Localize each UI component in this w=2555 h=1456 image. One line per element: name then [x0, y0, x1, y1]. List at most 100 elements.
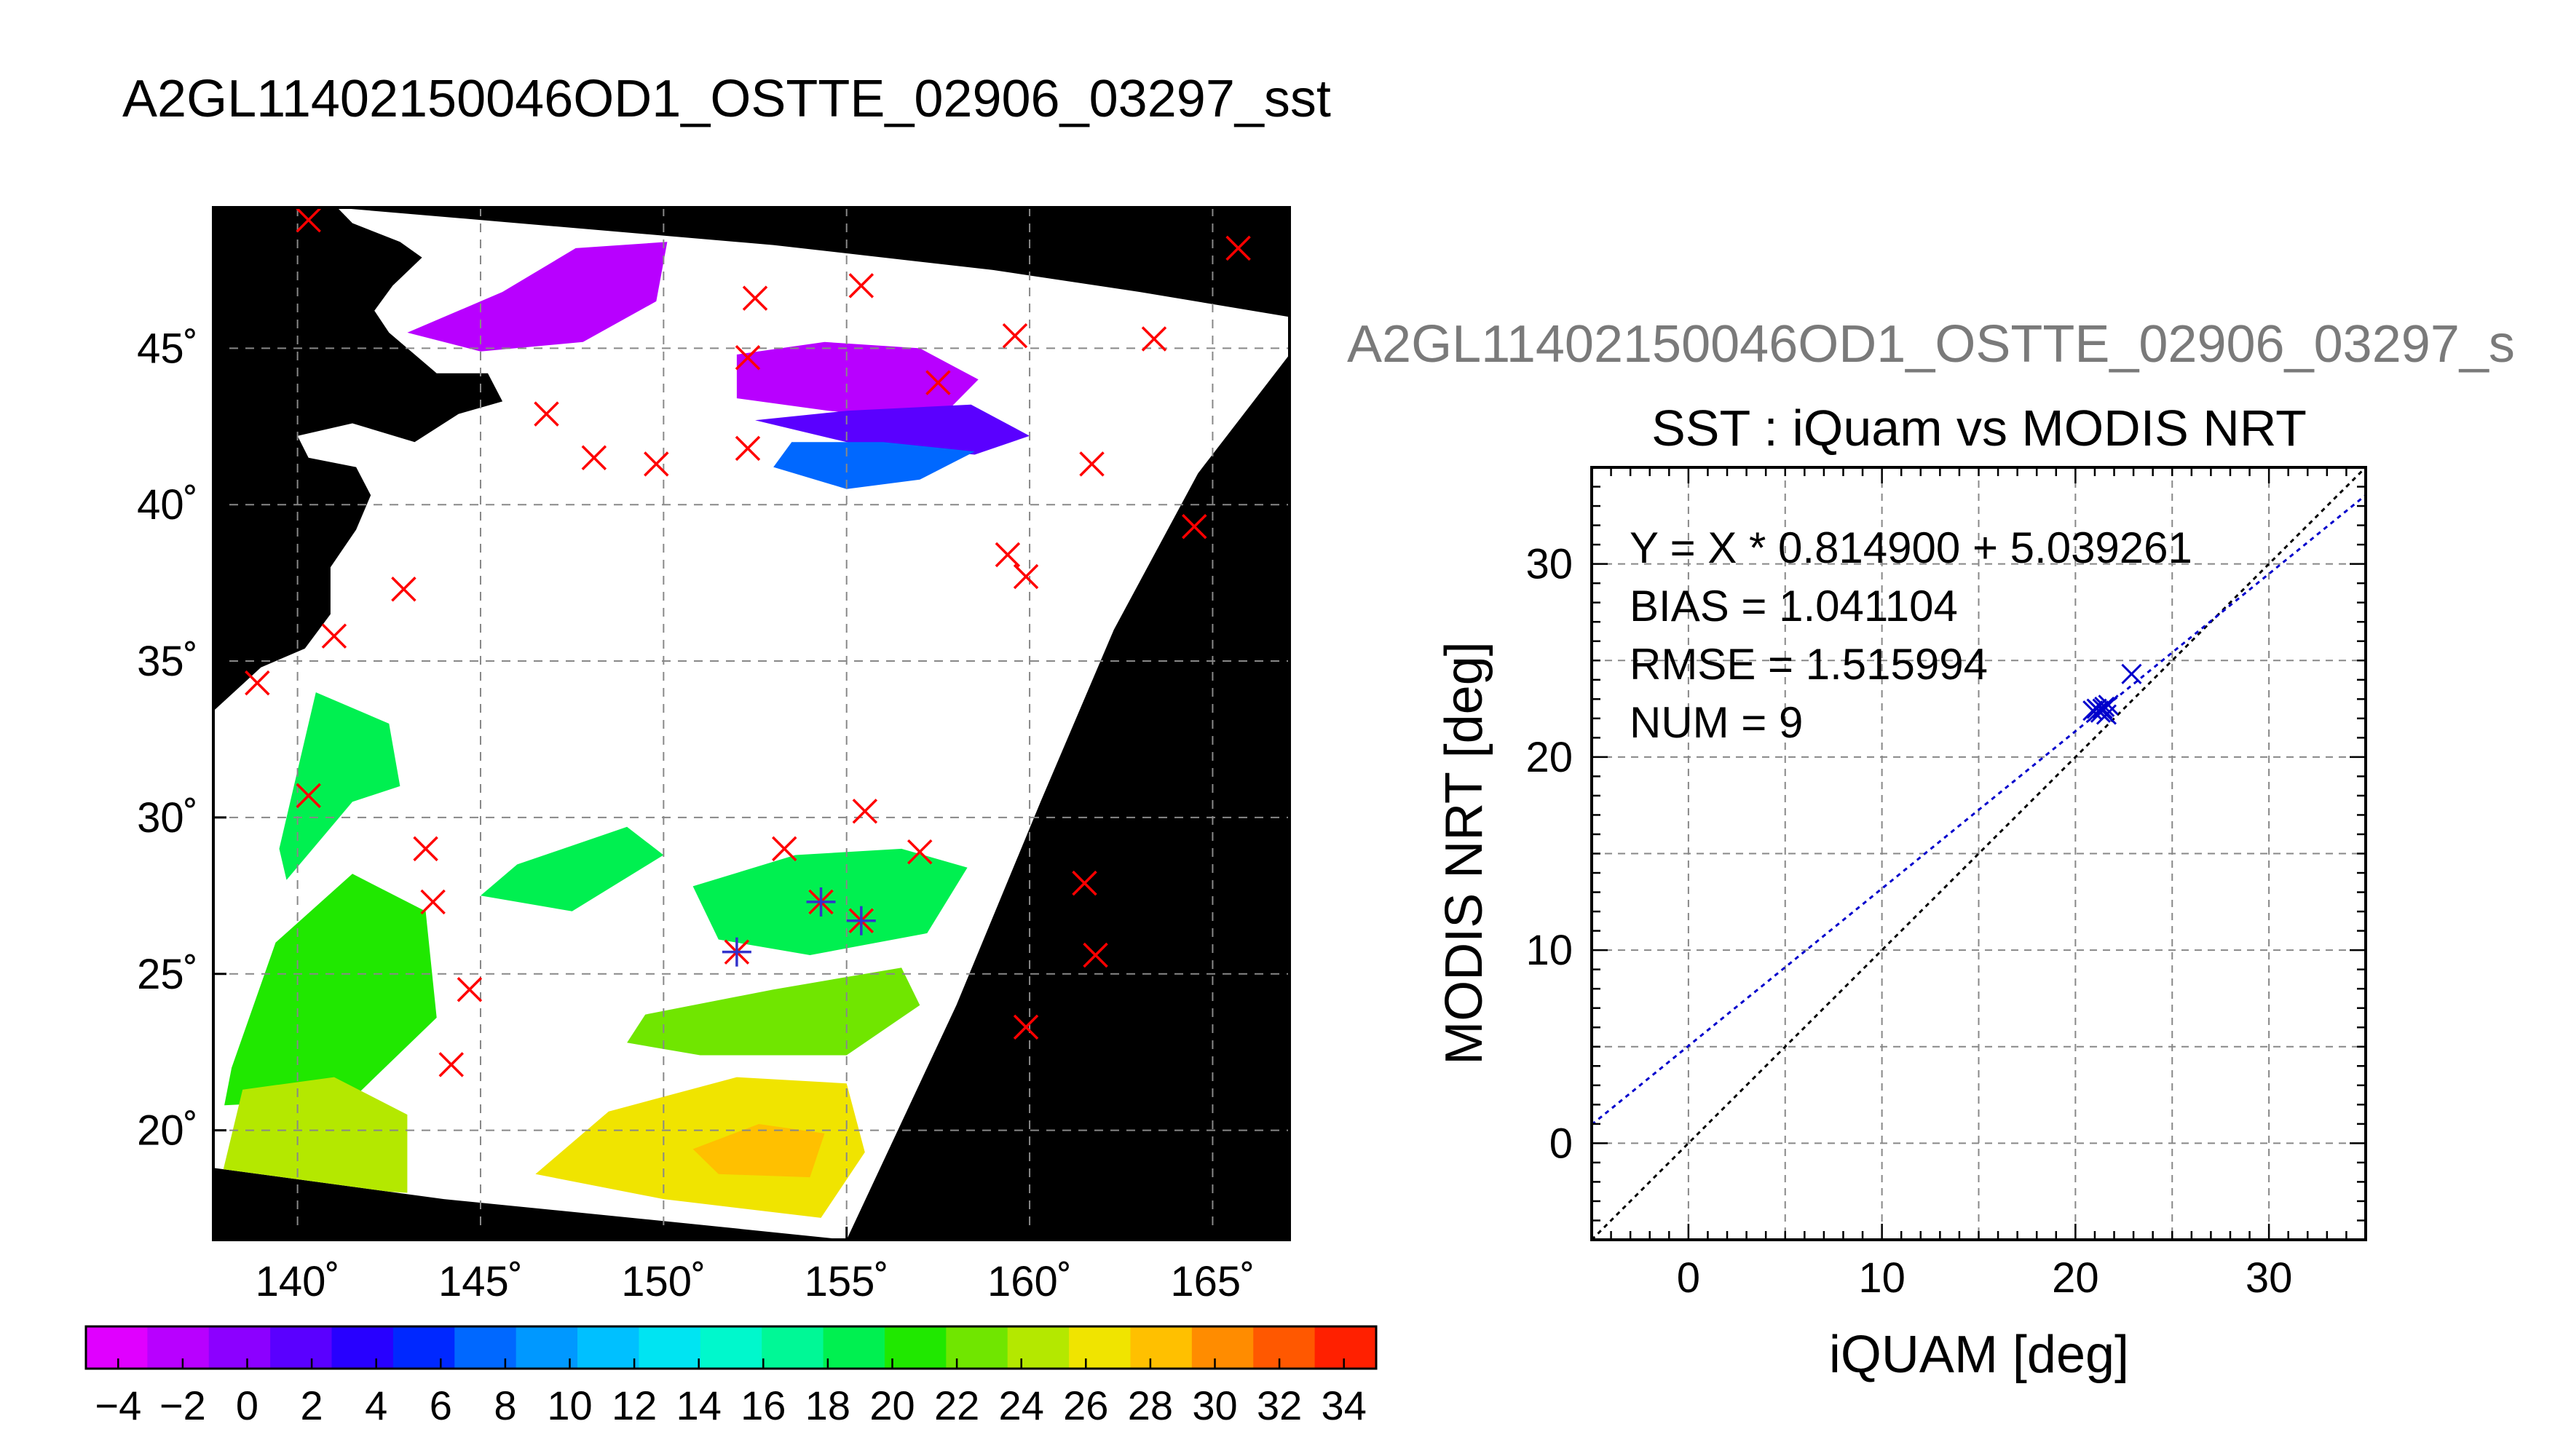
sst-region-8 — [627, 968, 920, 1056]
map-x-tick-label: 165˚ — [1170, 1258, 1255, 1305]
match-marker — [925, 370, 951, 395]
map-title: A2GL11402150046OD1_OSTTE_02906_03297_sst — [122, 70, 1331, 128]
scatter-points — [2082, 663, 2142, 725]
colorbar-tick-label: 6 — [430, 1382, 452, 1428]
match-marker — [1083, 942, 1108, 968]
scatter-x-tick-label: 10 — [1858, 1254, 1906, 1302]
colorbar-bin — [1007, 1326, 1070, 1369]
colorbar-bin — [823, 1326, 885, 1369]
scatter-y-axis-label: MODIS NRT [deg] — [1435, 641, 1493, 1065]
scatter-plot: SST : iQuam vs MODIS NRT 0 10 20 300102030 … — [1435, 400, 2367, 1384]
scatter-x-tick-label: 20 — [2052, 1254, 2099, 1302]
sst-region-11 — [692, 1124, 825, 1178]
colorbar-bin — [331, 1326, 394, 1369]
sst-region-9 — [221, 1077, 408, 1193]
colorbar-bin — [700, 1326, 762, 1369]
colorbar-tick-label: 30 — [1192, 1382, 1237, 1428]
match-marker — [438, 1052, 465, 1077]
land-japan — [213, 207, 503, 711]
match-marker — [391, 576, 416, 602]
colorbar-tick-label: 0 — [236, 1382, 258, 1428]
scatter-title: SST : iQuam vs MODIS NRT — [1651, 400, 2307, 456]
scatter-x-tick-label: 30 — [2246, 1254, 2293, 1302]
match-marker — [420, 889, 446, 915]
colorbar-tick-label: −2 — [159, 1382, 206, 1428]
match-marker — [852, 799, 878, 824]
match-marker — [772, 836, 797, 862]
colorbar-tick-label: 28 — [1128, 1382, 1173, 1428]
valid-match-marker — [806, 887, 836, 917]
match-marker — [1225, 235, 1251, 261]
colorbar-bin — [1191, 1326, 1254, 1369]
match-marker — [735, 435, 761, 462]
colorbar-tick-label: 16 — [741, 1382, 786, 1428]
map-gridlines — [213, 207, 1290, 1240]
colorbar-tick-label: 14 — [676, 1382, 722, 1428]
colorbar-tick-label: −4 — [95, 1382, 141, 1428]
match-marker — [581, 445, 607, 470]
colorbar-bin — [884, 1326, 947, 1369]
swath-cloud-area — [213, 207, 1290, 1240]
colorbar-frame — [84, 1325, 1378, 1370]
match-marker — [1013, 1014, 1039, 1040]
match-marker — [1013, 563, 1039, 590]
match-marker — [296, 207, 321, 233]
colorbar: −4 −2 0 2 4 6 8 10 12 14 16 18 20 22 24 26 28 30 32 34 — [84, 1325, 1378, 1428]
scatter-x-tick-label: 0 — [1677, 1254, 1700, 1302]
colorbar-tick-label: 18 — [805, 1382, 850, 1428]
annotation-fit-equation: Y = X * 0.814900 + 5.039261 — [1630, 523, 2192, 572]
scatter-ticks: 0 10 20 30 0 10 20 30 — [1525, 466, 2367, 1302]
colorbar-tick-label: 10 — [547, 1382, 592, 1428]
sst-region-1 — [736, 341, 979, 421]
match-marker — [995, 542, 1021, 568]
match-marker — [735, 345, 761, 371]
colorbar-tick-label: 2 — [301, 1382, 323, 1428]
identity-line — [1592, 467, 2366, 1240]
colorbar-tick-label: 22 — [934, 1382, 979, 1428]
colorbar-tick-label: 32 — [1257, 1382, 1302, 1428]
match-marker — [1079, 451, 1105, 477]
match-marker — [742, 285, 768, 311]
colorbar-bin — [946, 1326, 1008, 1369]
map-axis-labels: 140˚ 145˚ 150˚ 155˚ 160˚ 165˚ 20˚ 25˚ 30˚ 35˚ 40˚ 4… — [137, 325, 1255, 1305]
scatter-gridlines — [1592, 467, 2366, 1240]
colorbar-bin — [208, 1326, 271, 1369]
sst-region-7 — [224, 874, 437, 1106]
map-x-tick-label: 150˚ — [621, 1258, 706, 1305]
map-x-tick-label: 145˚ — [438, 1258, 523, 1305]
map-frame — [212, 206, 1291, 1241]
match-marker — [413, 836, 438, 862]
map-y-tick-label: 25˚ — [137, 951, 198, 998]
colorbar-tick-label: 34 — [1322, 1382, 1367, 1428]
annotation-num: NUM = 9 — [1630, 698, 1803, 747]
match-marker — [1002, 323, 1028, 349]
colorbar-bin — [392, 1326, 455, 1369]
colorbar-bin — [270, 1326, 333, 1369]
scatter-y-tick-label: 20 — [1525, 734, 1573, 781]
colorbar-tick-label: 20 — [869, 1382, 915, 1428]
sst-region-3 — [773, 442, 975, 489]
map-y-tick-label: 20˚ — [137, 1107, 198, 1155]
colorbar-tick-label: 4 — [365, 1382, 387, 1428]
map-y-tick-label: 40˚ — [137, 481, 198, 529]
match-marker — [321, 623, 347, 649]
colorbar-bin — [1130, 1326, 1193, 1369]
match-marker — [1141, 326, 1167, 352]
map-x-tick-label: 160˚ — [987, 1258, 1072, 1305]
valid-match-marker — [846, 906, 876, 935]
scatter-point — [2121, 663, 2142, 684]
scatter-y-tick-label: 30 — [1525, 541, 1573, 588]
match-marker — [296, 783, 321, 809]
scatter-x-axis-label: iQUAM [deg] — [1829, 1326, 2129, 1384]
colorbar-bin — [147, 1326, 210, 1369]
annotation-bias: BIAS = 1.041104 — [1630, 582, 1958, 630]
map-y-tick-label: 35˚ — [137, 638, 198, 685]
match-marker — [848, 273, 874, 298]
colorbar-tick-label: 8 — [494, 1382, 516, 1428]
sst-region-2 — [755, 404, 1030, 455]
colorbar-tick-label: 12 — [612, 1382, 657, 1428]
map-y-tick-label: 45˚ — [137, 325, 198, 372]
sst-region-4 — [279, 692, 400, 880]
valid-match-marker — [722, 937, 751, 967]
